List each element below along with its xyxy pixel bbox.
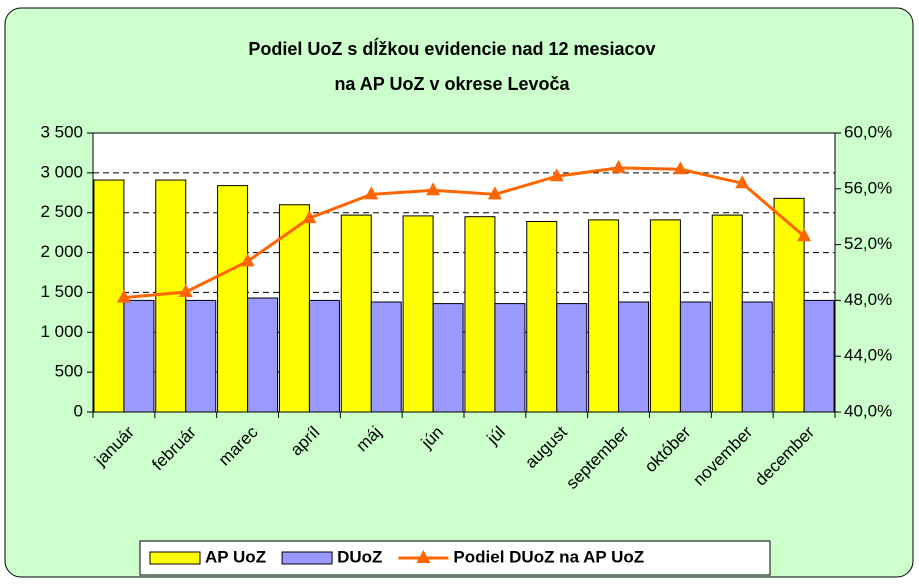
bar — [526, 220, 558, 413]
y2-tick-label: 52,0% — [844, 234, 892, 253]
y-tick-label: 1 500 — [40, 282, 83, 301]
legend-box — [139, 540, 771, 576]
line-marker — [735, 175, 750, 189]
y2-tick-label: 40,0% — [844, 401, 892, 420]
y-tick-label: 0 — [74, 401, 83, 420]
bar — [464, 216, 496, 413]
legend-swatch — [281, 551, 333, 565]
legend-swatch — [416, 550, 431, 563]
bar — [803, 299, 835, 413]
bar — [93, 179, 125, 413]
bar — [217, 185, 249, 413]
bar — [370, 301, 402, 413]
y-tick-label: 2 500 — [40, 202, 83, 221]
line-marker — [302, 210, 317, 224]
bar — [432, 303, 464, 413]
line-marker — [364, 186, 379, 200]
line-marker — [487, 186, 502, 200]
y-tick-label: 1 000 — [40, 322, 83, 341]
bar — [588, 219, 620, 413]
y2-tick-label: 56,0% — [844, 178, 892, 197]
bar — [340, 214, 372, 413]
bar — [618, 301, 650, 413]
bar — [711, 214, 743, 413]
bar — [679, 301, 711, 413]
y-tick-label: 3 500 — [40, 122, 83, 141]
bar — [247, 297, 279, 413]
bar — [308, 299, 340, 413]
line-marker — [549, 168, 564, 182]
line-marker — [673, 161, 688, 175]
line-marker — [240, 253, 255, 267]
legend-label: DUoZ — [337, 547, 382, 566]
y-tick-label: 500 — [55, 362, 83, 381]
line-marker — [178, 284, 193, 298]
bar — [556, 303, 588, 413]
y2-tick-label: 48,0% — [844, 290, 892, 309]
line-marker — [797, 228, 812, 242]
bar — [402, 215, 434, 413]
y-tick-label: 2 000 — [40, 242, 83, 261]
line-marker — [611, 159, 626, 173]
line — [123, 166, 806, 300]
legend-label: Podiel DUoZ na AP UoZ — [453, 547, 644, 566]
legend-label: AP UoZ — [205, 547, 266, 566]
chart-title: na AP UoZ v okrese Levoča — [334, 74, 570, 94]
plot-area — [93, 133, 835, 412]
bar — [123, 299, 155, 413]
bar — [649, 219, 681, 413]
bar — [494, 303, 526, 413]
y2-tick-label: 44,0% — [844, 346, 892, 365]
y-tick-label: 3 000 — [40, 162, 83, 181]
legend-swatch — [149, 551, 201, 565]
bar — [185, 299, 217, 413]
y2-tick-label: 60,0% — [844, 122, 892, 141]
bar — [278, 204, 310, 413]
bar — [741, 301, 773, 413]
line-marker — [426, 182, 441, 196]
bar — [773, 197, 805, 413]
chart-title: Podiel UoZ s dĺžkou evidencie nad 12 mes… — [248, 38, 655, 59]
line-marker — [116, 289, 131, 303]
